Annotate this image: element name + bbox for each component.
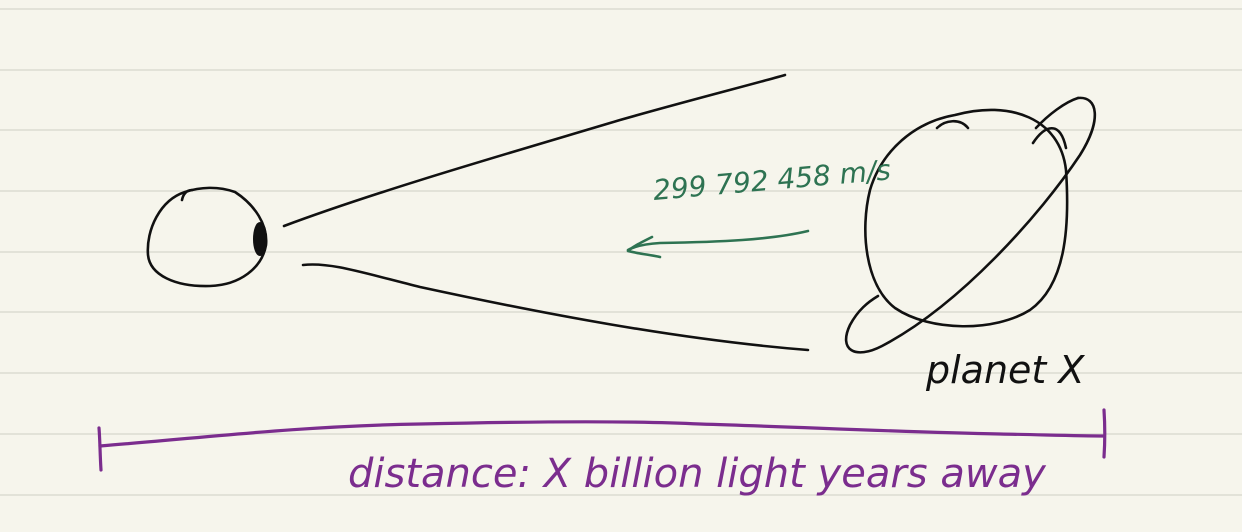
arrow-left-icon <box>626 229 810 259</box>
distance-label: distance: X billion light years away <box>348 451 1047 497</box>
sightline-bottom <box>301 263 810 352</box>
eye-icon <box>146 186 268 288</box>
ruled-lines <box>0 8 1242 496</box>
planet-label: planet X <box>925 348 1085 392</box>
sightline-top <box>282 73 787 228</box>
speed-label: 299 792 458 m/s <box>652 153 892 207</box>
ringed-planet-icon <box>844 96 1097 354</box>
pupil <box>253 222 267 256</box>
distance-scale-bar <box>97 408 1107 472</box>
